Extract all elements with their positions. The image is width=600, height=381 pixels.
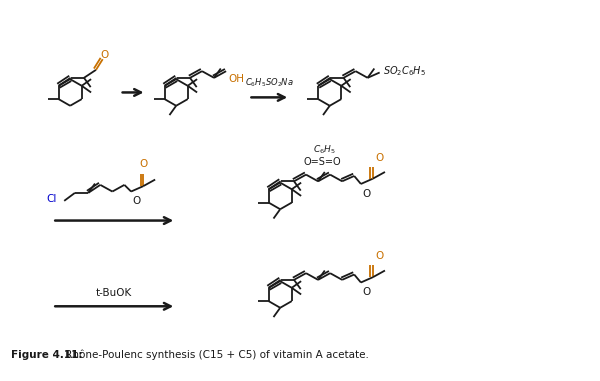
Text: Rhône-Poulenc synthesis (C15 + C5) of vitamin A acetate.: Rhône-Poulenc synthesis (C15 + C5) of vi… [62, 350, 369, 360]
Text: O: O [132, 197, 140, 207]
Text: $SO_2C_6H_5$: $SO_2C_6H_5$ [383, 65, 425, 78]
Text: O: O [363, 287, 371, 298]
Text: O: O [101, 50, 109, 60]
Text: OH: OH [228, 74, 244, 84]
Text: O: O [375, 153, 383, 163]
Text: O: O [139, 159, 147, 169]
Text: $C_6H_5$: $C_6H_5$ [313, 144, 335, 156]
Text: O: O [363, 189, 371, 199]
Text: $C_6H_5SO_2Na$: $C_6H_5SO_2Na$ [245, 76, 294, 88]
Text: Figure 4.11:: Figure 4.11: [11, 351, 82, 360]
Text: O: O [375, 251, 383, 261]
Text: O=S=O: O=S=O [304, 157, 341, 167]
Text: t-BuOK: t-BuOK [95, 288, 132, 298]
Text: Cl: Cl [46, 194, 56, 204]
